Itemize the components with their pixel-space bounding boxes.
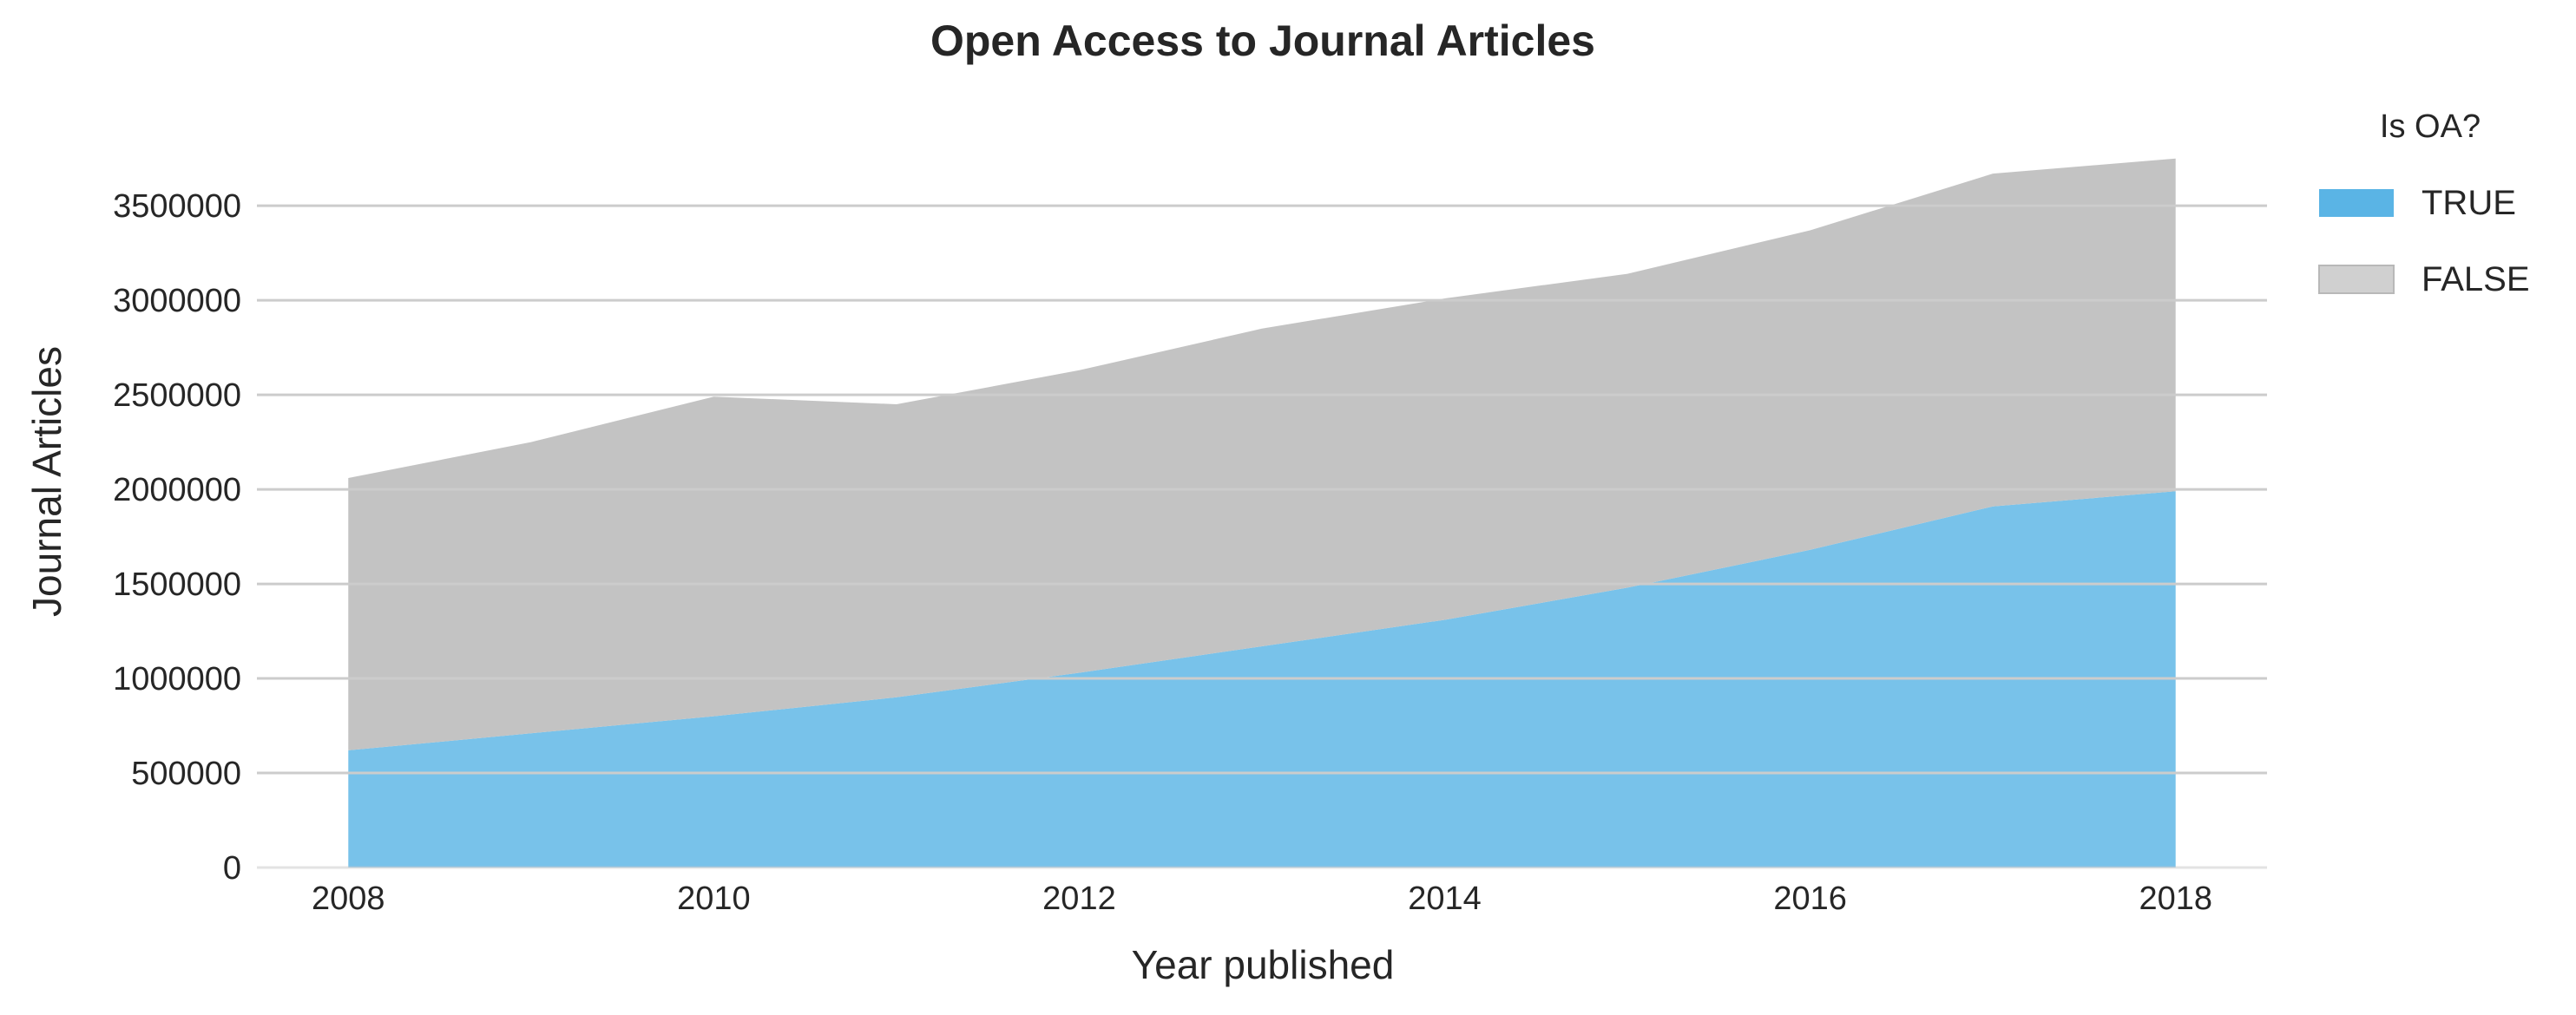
- x-tick-label: 2012: [1042, 881, 1116, 917]
- legend-swatch-true: [2319, 189, 2394, 217]
- y-tick-label: 0: [223, 850, 241, 887]
- legend-label-false: FALSE: [2422, 260, 2530, 298]
- y-tick-label: 3500000: [113, 188, 241, 225]
- x-axis-ticks: 2008 2010 2012 2014 2016 2018: [312, 881, 2212, 917]
- gridlines: [257, 204, 2267, 869]
- x-axis-label: Year published: [1132, 942, 1395, 987]
- area-series-false: [348, 158, 2176, 750]
- plot-area: [348, 158, 2176, 868]
- x-tick-label: 2008: [312, 881, 385, 917]
- y-tick-label: 500000: [131, 756, 241, 792]
- legend-label-true: TRUE: [2422, 184, 2516, 222]
- legend: Is OA? TRUE FALSE: [2318, 108, 2530, 298]
- y-tick-label: 1500000: [113, 566, 241, 603]
- y-tick-label: 3000000: [113, 283, 241, 319]
- chart-title: Open Access to Journal Articles: [930, 16, 1595, 65]
- y-axis-ticks: 0 500000 1000000 1500000 2000000 2500000 30000…: [113, 188, 241, 887]
- y-tick-label: 2500000: [113, 377, 241, 414]
- x-tick-label: 2016: [1773, 881, 1847, 917]
- y-tick-label: 1000000: [113, 661, 241, 697]
- legend-swatch-false: [2318, 265, 2395, 294]
- x-tick-label: 2014: [1408, 881, 1482, 917]
- x-tick-label: 2018: [2139, 881, 2212, 917]
- legend-title: Is OA?: [2380, 108, 2481, 145]
- x-tick-label: 2010: [677, 881, 751, 917]
- y-tick-label: 2000000: [113, 472, 241, 508]
- y-axis-label: Journal Articles: [24, 346, 69, 617]
